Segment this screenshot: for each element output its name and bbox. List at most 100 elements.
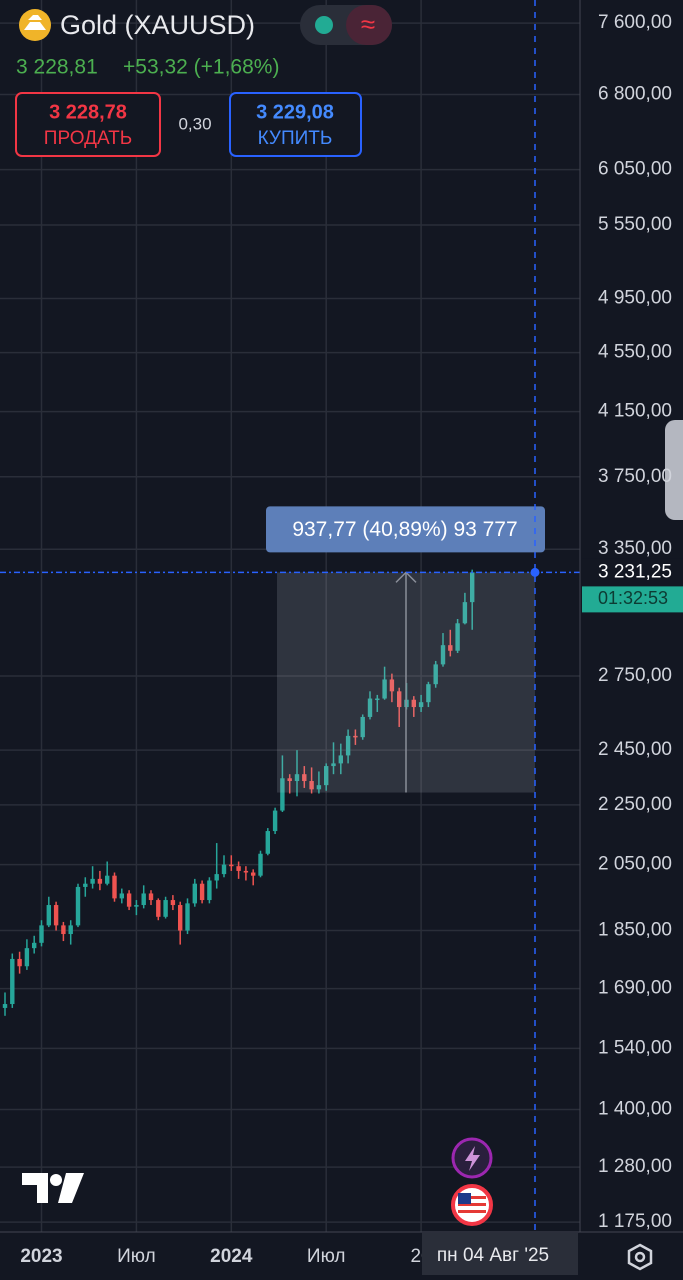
tradingview-logo (22, 1173, 84, 1203)
x-tick-label: Июл (307, 1246, 346, 1267)
candle-body (39, 925, 44, 943)
candle-body (440, 645, 446, 665)
price-label-box (582, 558, 683, 587)
candle-body (324, 766, 329, 786)
y-tick-label: 2 050,00 (598, 854, 672, 875)
candle-body (192, 883, 197, 904)
price: 3 228,81 (16, 56, 98, 79)
y-tick-label: 1 850,00 (598, 920, 672, 941)
candle-body (426, 684, 431, 703)
flag-icon (458, 1210, 486, 1213)
candle-body (126, 893, 132, 907)
flag-icon (458, 1196, 486, 1199)
symbol[interactable]: Gold (XAUUSD) (60, 10, 255, 40)
date-label-box (422, 1233, 578, 1275)
lightning-icon (465, 1146, 480, 1171)
candle-body (68, 925, 73, 935)
logo-part (22, 1173, 48, 1203)
candle-body (134, 905, 139, 907)
y-tick-label: 1 280,00 (598, 1156, 672, 1177)
toggle-on[interactable] (346, 5, 392, 45)
sell-button[interactable] (15, 92, 161, 157)
candle-body (331, 763, 336, 767)
candle-body (345, 735, 351, 756)
candle-body (455, 623, 460, 651)
candle-body (32, 942, 37, 949)
y-tick-label: 6 050,00 (598, 159, 672, 180)
x-tick-label: Июл (117, 1246, 156, 1267)
price-label: 3 231,25 (598, 561, 672, 582)
candle-body (243, 870, 249, 873)
candle-body (462, 602, 468, 624)
candle-body (10, 958, 15, 1005)
candle-body (265, 831, 270, 854)
candle-body (316, 785, 322, 790)
candle-body (302, 774, 307, 782)
candle-body (112, 875, 117, 899)
buy-price: 3 229,08 (256, 101, 334, 123)
y-tick-label: 2 250,00 (598, 794, 672, 815)
candle-body (251, 872, 256, 876)
candle-body (294, 774, 300, 782)
y-tick-label: 3 350,00 (598, 538, 672, 559)
settings-icon[interactable] (627, 1243, 653, 1271)
y-tick-label: 7 600,00 (598, 12, 672, 33)
candle-body (46, 905, 51, 926)
y-tick-label: 4 950,00 (598, 287, 672, 308)
candle-body (185, 903, 190, 931)
logo-part (58, 1173, 84, 1203)
candle-body (448, 645, 453, 651)
side-handle[interactable] (665, 420, 683, 520)
candle-body (141, 893, 146, 906)
settings-icon[interactable] (627, 1243, 653, 1271)
measure-label-box (266, 506, 545, 553)
y-tick-label: 2 750,00 (598, 665, 672, 686)
candle-body (163, 900, 168, 917)
candle-body (338, 755, 343, 764)
y-tick-label: 2 450,00 (598, 739, 672, 760)
candle-body (382, 679, 387, 699)
y-tick-label: 4 550,00 (598, 342, 672, 363)
candle-body (17, 958, 22, 967)
buy-button[interactable] (229, 92, 362, 157)
y-tick-label: 1 400,00 (598, 1099, 672, 1120)
candle-body (199, 883, 205, 901)
candle-body (214, 874, 219, 881)
y-tick-label: 4 150,00 (598, 401, 672, 422)
candle-body (418, 702, 424, 708)
settings-icon[interactable] (634, 1251, 646, 1263)
candle-body (83, 883, 88, 887)
candle-body (2, 1004, 8, 1008)
candle-body (353, 735, 358, 738)
candle-body (156, 900, 161, 917)
candle-body (178, 905, 183, 931)
candle-body (360, 716, 365, 738)
candle-body (119, 893, 124, 899)
y-tick-label: 1 540,00 (598, 1037, 672, 1058)
crosshair-date: пн 04 Авг '25 (437, 1245, 549, 1266)
y-tick-label: 1 175,00 (598, 1211, 672, 1232)
candles (2, 569, 475, 1016)
header: Gold (XAUUSD) ≈ 3 228,81 +53,32 (+1,68%)… (15, 5, 392, 157)
candle-body (309, 781, 314, 790)
status-dot (315, 16, 333, 34)
candle-body (75, 886, 81, 926)
candle-body (470, 572, 475, 603)
candle-body (272, 810, 278, 832)
y-tick-label: 6 800,00 (598, 84, 672, 105)
candle-body (90, 878, 95, 884)
candle-body (61, 925, 66, 935)
grid (0, 0, 580, 1232)
candle-body (367, 698, 373, 717)
toggle-icon: ≈ (361, 9, 375, 39)
candle-body (389, 679, 395, 692)
candle-body (433, 664, 438, 685)
candle-body (53, 905, 59, 926)
symbol-icon (24, 15, 46, 30)
candle-body (207, 880, 212, 901)
y-tick-label: 1 690,00 (598, 978, 672, 999)
y-tick-label: 3 750,00 (598, 466, 672, 487)
